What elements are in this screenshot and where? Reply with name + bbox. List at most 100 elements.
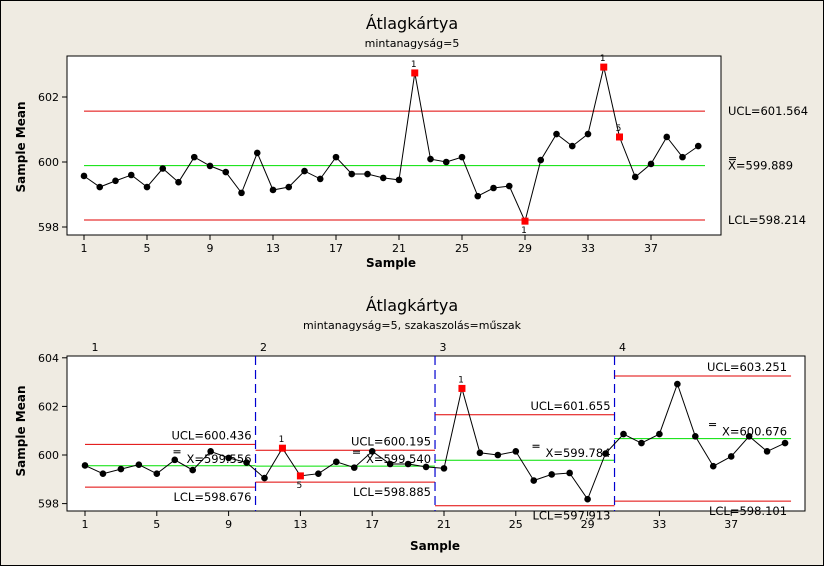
bottom-flagged-point xyxy=(278,444,286,452)
top-data-point xyxy=(679,153,686,161)
bottom-data-point xyxy=(81,462,89,469)
bottom-data-point xyxy=(333,458,340,466)
top-data-point xyxy=(490,184,497,192)
top-x-tick-label: 37 xyxy=(644,242,658,255)
bottom-x-tick-label: 5 xyxy=(153,518,160,531)
bottom-data-point xyxy=(656,430,663,438)
top-data-point xyxy=(301,167,308,175)
top-data-point xyxy=(175,178,182,186)
top-x-tick-label: 13 xyxy=(266,242,280,255)
top-data-point xyxy=(269,186,277,194)
bottom-data-point xyxy=(727,453,735,460)
bottom-data-point xyxy=(530,477,538,484)
bottom-stage-4-lcl-label: LCL=598.101 xyxy=(709,504,787,518)
bottom-data-point xyxy=(386,460,394,468)
bottom-y-tick-label: 604 xyxy=(38,352,59,365)
top-series-line xyxy=(83,66,699,223)
top-x-tick-label: 17 xyxy=(329,242,343,255)
top-data-point xyxy=(427,155,434,163)
top-data-point xyxy=(474,192,482,200)
bottom-x-tick-label: 25 xyxy=(509,518,523,531)
bottom-data-point xyxy=(781,439,789,447)
bottom-x-tick-label: 29 xyxy=(581,518,595,531)
bottom-x-tick-label: 1 xyxy=(82,518,89,531)
bottom-data-point xyxy=(135,461,143,469)
bottom-data-point xyxy=(763,448,771,455)
bottom-data-point xyxy=(692,432,699,440)
bottom-y-tick-label: 602 xyxy=(38,400,59,413)
bottom-stage-1-ucl-label: UCL=600.436 xyxy=(171,428,251,442)
bottom-test-label: 5 xyxy=(297,481,303,491)
top-data-point xyxy=(505,182,513,190)
top-y-tick-label: 598 xyxy=(38,221,59,234)
top-flagged-point xyxy=(600,63,608,71)
bottom-stage-2-label: 2 xyxy=(260,341,267,354)
top-data-point xyxy=(458,153,466,161)
bottom-flagged-point xyxy=(458,384,466,392)
bottom-stage-1-label: 1 xyxy=(92,341,99,354)
bottom-stage-3-lcl-label: LCL=597.913 xyxy=(532,509,610,523)
bottom-stage-3-ucl-label: UCL=601.655 xyxy=(530,399,610,413)
bottom-x-axis-label: Sample xyxy=(410,539,460,553)
bottom-data-point xyxy=(422,463,430,471)
bottom-series-line xyxy=(84,382,786,501)
top-data-point xyxy=(647,160,655,168)
bottom-data-point xyxy=(350,464,358,471)
top-plot-area xyxy=(66,55,722,236)
top-flagged-point xyxy=(521,217,529,225)
bottom-data-point xyxy=(476,449,484,457)
bottom-flagged-point xyxy=(296,472,304,480)
bottom-y-tick-label: 598 xyxy=(38,498,59,511)
bottom-stage-2-center-label: X=599.540 xyxy=(366,452,431,466)
top-data-point xyxy=(663,133,671,141)
bottom-test-label: 1 xyxy=(458,375,464,385)
bottom-x-tick-label: 17 xyxy=(365,518,379,531)
bottom-data-point xyxy=(745,432,753,440)
top-data-point xyxy=(553,130,560,138)
top-data-point xyxy=(143,183,151,191)
bottom-data-point xyxy=(315,470,322,478)
top-data-point xyxy=(112,177,119,185)
top-data-point xyxy=(631,173,639,181)
bottom-data-point xyxy=(512,448,520,455)
bottom-data-point xyxy=(153,470,161,478)
bottom-data-point xyxy=(548,471,555,478)
top-x-tick-label: 29 xyxy=(518,242,532,255)
bottom-stage-1-center-label: X=599.556 xyxy=(186,452,251,466)
top-test-label: 1 xyxy=(521,226,527,236)
top-flagged-point xyxy=(411,69,419,77)
bottom-test-label: 1 xyxy=(279,435,285,445)
bottom-stage-2-ucl-label: UCL=600.195 xyxy=(351,434,431,448)
top-center-label: X=599.889 xyxy=(728,159,793,173)
top-data-point xyxy=(694,142,702,150)
bottom-data-point xyxy=(99,470,107,478)
top-test-label: 1 xyxy=(411,60,417,70)
top-data-point xyxy=(96,183,104,191)
top-data-point xyxy=(222,168,230,176)
top-data-point xyxy=(238,189,245,197)
top-data-point xyxy=(568,142,576,150)
bottom-stage-4-ucl-label: UCL=603.251 xyxy=(707,360,787,374)
top-x-axis-label: Sample xyxy=(366,256,416,270)
bottom-stage-3-label: 3 xyxy=(440,341,447,354)
bottom-stage-4-center-label: X=600.676 xyxy=(722,425,787,439)
top-data-point xyxy=(253,149,261,157)
bottom-y-tick-label: 600 xyxy=(38,449,59,462)
bottom-data-point xyxy=(602,450,609,457)
top-y-tick-label: 602 xyxy=(38,91,59,104)
bottom-data-point xyxy=(171,456,179,464)
top-data-point xyxy=(285,183,293,191)
top-data-point xyxy=(206,162,214,170)
bottom-x-tick-label: 21 xyxy=(437,518,451,531)
bottom-x-tick-label: 33 xyxy=(652,518,666,531)
bottom-data-point xyxy=(261,474,268,482)
bottom-data-point xyxy=(243,459,250,466)
top-test-label: 5 xyxy=(616,124,622,134)
bottom-stage-4-label: 4 xyxy=(619,341,626,354)
top-x-tick-label: 5 xyxy=(144,242,151,255)
bottom-data-point xyxy=(189,466,196,474)
top-data-point xyxy=(80,172,88,180)
bottom-data-point xyxy=(566,469,573,477)
bottom-data-point xyxy=(620,430,627,438)
